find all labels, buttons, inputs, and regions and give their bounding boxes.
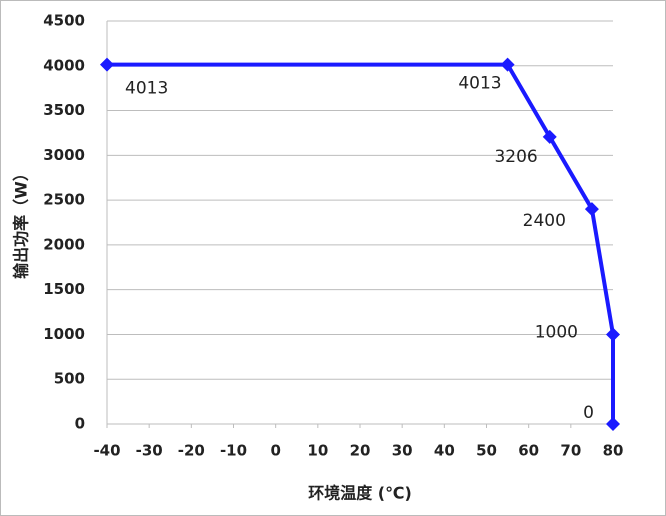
- y-tick-label: 2000: [43, 235, 85, 253]
- y-tick-label: 4000: [43, 56, 85, 74]
- line: [107, 62, 615, 424]
- x-tick-label: 0: [270, 442, 280, 460]
- x-tick-label: 50: [476, 442, 497, 460]
- data-label: 4013: [458, 74, 501, 94]
- y-tick-label: 1000: [43, 325, 85, 343]
- x-tick-label: -40: [93, 442, 120, 460]
- data-label: 3206: [494, 147, 537, 167]
- data-label: 4013: [125, 79, 168, 99]
- x-axis-label: 环境温度 (℃): [308, 484, 412, 503]
- x-tick-label: 40: [434, 442, 455, 460]
- x-tick-label: -30: [136, 442, 163, 460]
- data-label: 0: [583, 403, 594, 423]
- y-tick-label: 500: [54, 370, 85, 388]
- x-tick-label: -10: [220, 442, 247, 460]
- marker: [606, 417, 620, 431]
- marker: [100, 57, 114, 72]
- y-tick-label: 2500: [43, 191, 85, 209]
- marker: [500, 57, 515, 72]
- x-tick-label: 80: [603, 442, 624, 460]
- marker: [542, 129, 557, 144]
- y-axis-label: 输出功率（W）: [12, 165, 31, 279]
- y-tick-label: 3500: [43, 101, 85, 119]
- x-tick-label: 10: [307, 442, 328, 460]
- x-tick-label: 60: [518, 442, 539, 460]
- y-tick-label: 4500: [43, 12, 85, 30]
- x-tick-label: -20: [178, 442, 205, 460]
- x-tick-label: 70: [560, 442, 581, 460]
- marker: [606, 327, 620, 342]
- marker: [584, 202, 599, 217]
- y-tick-label: 3000: [43, 146, 85, 164]
- data-label: 2400: [523, 211, 566, 231]
- data-label: 1000: [535, 322, 578, 342]
- y-tick-label: 0: [75, 415, 85, 433]
- x-tick-label: 30: [392, 442, 413, 460]
- y-tick-label: 1500: [43, 280, 85, 298]
- x-tick-label: 20: [350, 442, 371, 460]
